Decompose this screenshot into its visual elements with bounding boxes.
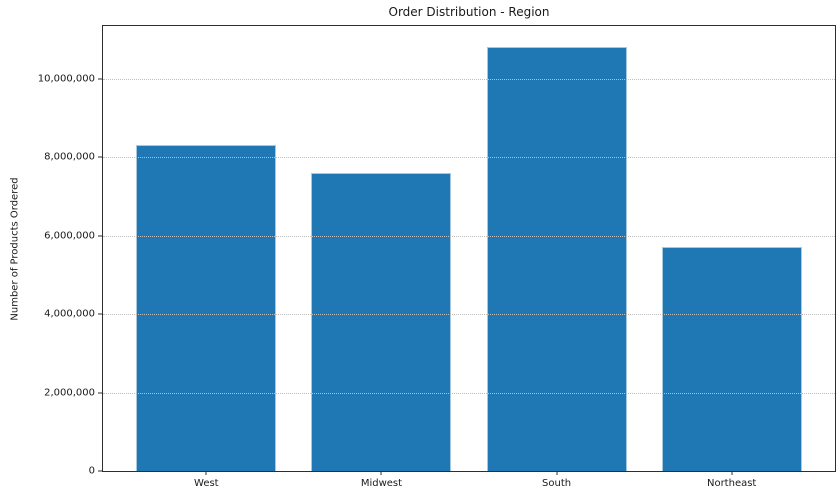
bar-west (136, 145, 277, 471)
plot-area: 0 2,000,000 4,000,000 6,000,000 8,000,000 10,… (38, 25, 836, 489)
y-tick-mark (98, 392, 102, 394)
y-tick-mark (98, 313, 102, 315)
gridline (103, 78, 835, 80)
gridline (103, 235, 835, 237)
gridline (103, 392, 835, 394)
x-tick-label-midwest: Midwest (360, 478, 403, 489)
y-tick-label: 10,000,000 (37, 73, 95, 85)
y-tick-label: 4,000,000 (44, 308, 95, 320)
x-tick-mark (731, 471, 733, 475)
y-tick-label: 6,000,000 (44, 230, 95, 242)
y-axis-label: Number of Products Ordered (9, 177, 21, 321)
y-tick-label: 8,000,000 (44, 151, 95, 163)
y-tick-mark (98, 235, 102, 237)
gridline (103, 314, 835, 316)
y-tick-mark (98, 470, 102, 472)
y-tick-mark (98, 156, 102, 158)
chart-title: Order Distribution - Region (388, 5, 550, 19)
bar-northeast (661, 247, 802, 471)
bar-midwest (311, 172, 452, 471)
y-tick-label: 2,000,000 (44, 387, 95, 399)
x-tick-mark (556, 471, 558, 475)
x-tick-mark (380, 471, 382, 475)
gridline (103, 157, 835, 159)
x-tick-mark (205, 471, 207, 475)
x-tick-label-west: West (194, 478, 219, 489)
x-tick-label-south: South (542, 478, 572, 489)
x-tick-label-northeast: Northeast (706, 478, 757, 489)
bar-south (486, 47, 627, 471)
y-tick-mark (98, 78, 102, 80)
y-tick-label: 0 (88, 465, 95, 477)
